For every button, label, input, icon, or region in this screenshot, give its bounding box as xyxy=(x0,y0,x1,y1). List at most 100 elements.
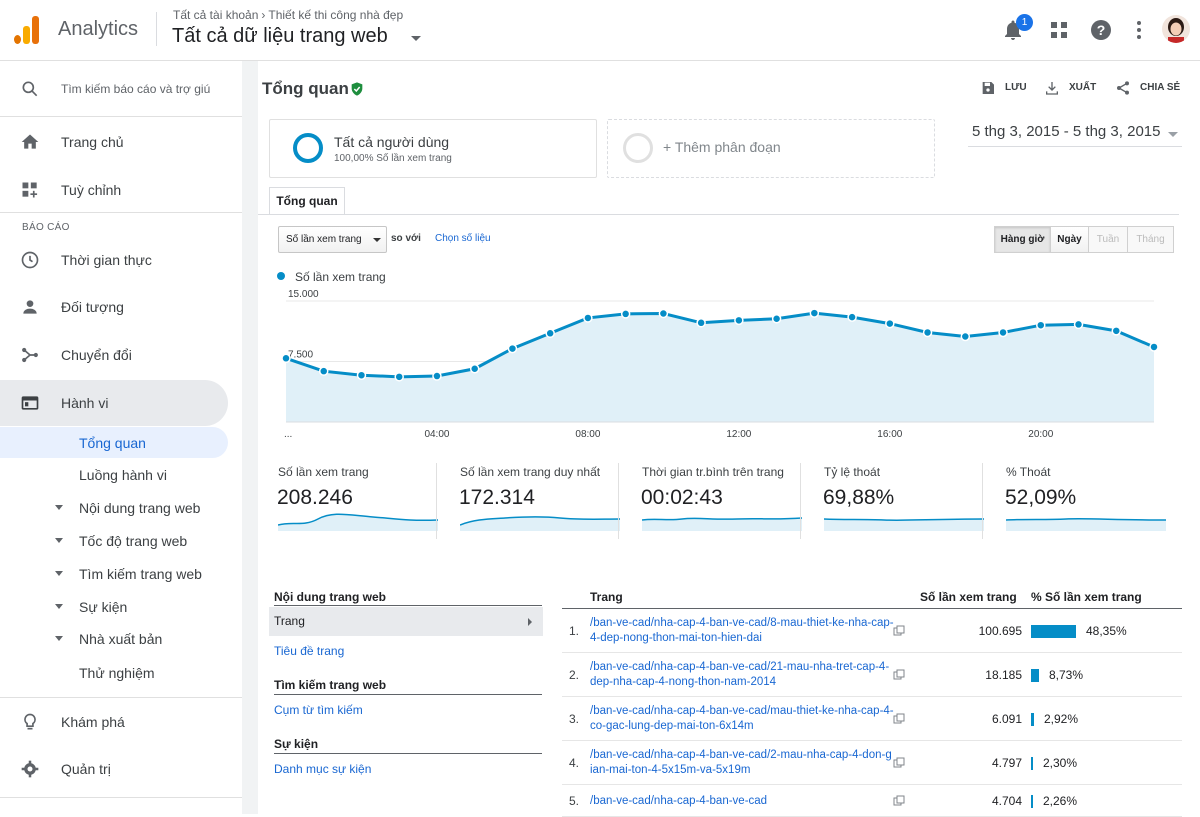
add-segment-button[interactable]: + Thêm phân đoạn xyxy=(607,119,935,178)
sidebar-item-realtime[interactable]: Thời gian thực xyxy=(0,237,228,283)
metric-label: Thời gian tr.bình trên trang xyxy=(642,465,784,479)
breadcrumb-account[interactable]: Tất cả tài khoản xyxy=(173,8,259,22)
data-point xyxy=(281,353,291,364)
sidebar-item-home[interactable]: Trang chủ xyxy=(0,119,228,165)
sidebar-sub-site-speed[interactable]: Tốc độ trang web xyxy=(0,525,228,556)
sidebar-item-admin[interactable]: Quản trị xyxy=(0,746,228,792)
date-range-picker[interactable]: 5 thg 3, 2015 - 5 thg 3, 2015 xyxy=(968,121,1182,147)
segment-all-users[interactable]: Tất cả người dùng 100,00% Số lần xem tra… xyxy=(269,119,597,178)
breadcrumb[interactable]: Tất cả tài khoản › Thiết kế thi công nhà đ… xyxy=(173,8,403,22)
page-path-link[interactable]: /ban-ve-cad/nha-cap-4-ban-ve-cad xyxy=(590,795,768,807)
report-search[interactable]: Tìm kiếm báo cáo và trợ giú xyxy=(0,61,242,117)
nav-item-event-category[interactable]: Danh mục sự kiện xyxy=(274,762,372,776)
caret-down-icon[interactable] xyxy=(411,36,421,41)
sidebar-item-acquisition[interactable]: Chuyển đổi xyxy=(0,332,228,378)
granularity-week-button[interactable]: Tuần xyxy=(1088,226,1128,253)
sidebar-item-discover[interactable]: Khám phá xyxy=(0,699,228,745)
open-external-icon[interactable] xyxy=(893,795,905,807)
metric-sparkline xyxy=(1006,517,1167,531)
column-header-page[interactable]: Trang xyxy=(590,590,623,604)
view-selector[interactable]: Tất cả dữ liệu trang web xyxy=(172,25,388,47)
open-external-icon[interactable] xyxy=(893,713,905,725)
sidebar-section-reports: BÁO CÁO xyxy=(22,222,70,233)
choose-metric-link[interactable]: Chọn số liệu xyxy=(435,233,491,244)
more-vert-icon[interactable] xyxy=(1127,18,1151,42)
sidebar-sub-flow[interactable]: Luồng hành vi xyxy=(0,459,228,490)
export-label: XUẤT xyxy=(1069,82,1097,93)
sidebar-item-label: Đối tượng xyxy=(61,299,124,315)
breadcrumb-property[interactable]: Thiết kế thi công nhà đẹp xyxy=(268,8,404,22)
table-row[interactable]: 3. /ban-ve-cad/nha-cap-4-ban-ve-cad/mau-t… xyxy=(562,697,1182,741)
sidebar-sub-overview[interactable]: Tổng quan xyxy=(0,427,228,458)
sidebar-item-behavior[interactable]: Hành vi xyxy=(0,380,228,426)
data-point xyxy=(356,370,367,380)
granularity-day-button[interactable]: Ngày xyxy=(1050,226,1089,253)
nav-item-search-term[interactable]: Cụm từ tìm kiếm xyxy=(274,703,363,717)
tab-divider xyxy=(258,214,1179,215)
expand-arrow-icon[interactable] xyxy=(55,636,63,641)
sidebar-sub-site-content[interactable]: Nội dung trang web xyxy=(0,492,228,523)
nav-item-page-title[interactable]: Tiêu đề trang xyxy=(274,644,345,658)
granularity-hourly-button[interactable]: Hàng giờ xyxy=(994,226,1051,253)
sidebar-sub-label: Thử nghiệm xyxy=(79,665,155,681)
page-path-link[interactable]: /ban-ve-cad/nha-cap-4-ban-ve-cad/2-mau-n… xyxy=(590,749,892,776)
sidebar-sub-label: Luồng hành vi xyxy=(79,467,167,483)
table-row[interactable]: 5. /ban-ve-cad/nha-cap-4-ban-ve-cad 4.704 2… xyxy=(562,785,1182,817)
nav-item-page[interactable]: Trang xyxy=(269,607,543,636)
metric-select[interactable]: Số lần xem trang xyxy=(278,226,387,253)
data-point xyxy=(847,312,857,322)
sidebar-item-label: Khám phá xyxy=(61,714,125,730)
section-rule xyxy=(274,694,542,695)
table-row[interactable]: 1. /ban-ve-cad/nha-cap-4-ban-ve-cad/8-mau… xyxy=(562,609,1182,653)
data-point xyxy=(432,371,442,381)
expand-arrow-icon[interactable] xyxy=(55,538,63,543)
open-external-icon[interactable] xyxy=(893,757,905,769)
sidebar-item-audience[interactable]: Đối tượng xyxy=(0,284,228,330)
table-row[interactable]: 4. /ban-ve-cad/nha-cap-4-ban-ve-cad/2-mau… xyxy=(562,741,1182,785)
sidebar-sub-events[interactable]: Sự kiện xyxy=(0,591,228,622)
metric-card[interactable]: Tỷ lệ thoát 69,88% xyxy=(804,463,985,539)
help-icon[interactable]: ? xyxy=(1089,18,1113,42)
metric-card[interactable]: Số lần xem trang duy nhất 172.314 xyxy=(440,463,621,539)
expand-arrow-icon[interactable] xyxy=(55,571,63,576)
page-path-link[interactable]: /ban-ve-cad/nha-cap-4-ban-ve-cad/mau-thi… xyxy=(590,705,894,732)
segment-placeholder-ring xyxy=(623,133,653,163)
data-point xyxy=(469,364,480,374)
open-external-icon[interactable] xyxy=(893,669,905,681)
data-point xyxy=(507,343,518,354)
sidebar-sub-label: Tốc độ trang web xyxy=(79,533,188,549)
metric-value: 208.246 xyxy=(277,486,353,509)
sidebar-sub-experiments[interactable]: Thử nghiệm xyxy=(0,657,228,688)
row-number: 3. xyxy=(569,712,580,726)
sidebar-sub-site-search[interactable]: Tìm kiếm trang web xyxy=(0,558,228,589)
avatar[interactable] xyxy=(1162,15,1190,43)
search-input[interactable]: Tìm kiếm báo cáo và trợ giú xyxy=(61,82,211,96)
metric-card[interactable]: Số lần xem trang 208.246 xyxy=(258,463,439,539)
page-path-link[interactable]: /ban-ve-cad/nha-cap-4-ban-ve-cad/21-mau-… xyxy=(590,661,890,688)
column-header-pct[interactable]: % Số lần xem trang xyxy=(1031,590,1142,604)
granularity-month-button[interactable]: Tháng xyxy=(1127,226,1174,253)
expand-arrow-icon[interactable] xyxy=(55,505,63,510)
metric-card[interactable]: Thời gian tr.bình trên trang 00:02:43 xyxy=(622,463,803,539)
top-header: Analytics Tất cả tài khoản › Thiết kế thi … xyxy=(0,0,1200,61)
data-point xyxy=(885,318,895,329)
x-tick-label: 04:00 xyxy=(424,429,449,440)
open-external-icon[interactable] xyxy=(893,625,905,637)
metric-card[interactable]: % Thoát 52,09% xyxy=(986,463,1167,539)
metric-label: Tỷ lệ thoát xyxy=(824,465,881,479)
analytics-logo-icon[interactable] xyxy=(14,14,40,44)
column-header-views[interactable]: Số lần xem trang xyxy=(920,590,1017,604)
page-path-link[interactable]: /ban-ve-cad/nha-cap-4-ban-ve-cad/8-mau-t… xyxy=(590,617,894,644)
series-line xyxy=(285,311,1155,379)
sidebar-sub-publisher[interactable]: Nhà xuất bản xyxy=(0,623,228,654)
table-header-rule xyxy=(562,608,1182,609)
sidebar-item-customize[interactable]: Tuỳ chỉnh xyxy=(0,167,228,213)
site-search-header: Tìm kiếm trang web xyxy=(274,678,387,692)
table-row[interactable]: 2. /ban-ve-cad/nha-cap-4-ban-ve-cad/21-ma… xyxy=(562,653,1182,697)
tab-overview[interactable]: Tổng quan xyxy=(269,187,345,215)
chevron-right-icon xyxy=(528,618,532,626)
expand-arrow-icon[interactable] xyxy=(55,604,63,609)
pageviews-line-chart[interactable]: 15.000 7.500... 04:00 08:00 12:00 16:00 20:00 xyxy=(258,286,1200,446)
apps-icon[interactable] xyxy=(1047,18,1071,42)
nav-item-label: Trang xyxy=(274,614,305,628)
